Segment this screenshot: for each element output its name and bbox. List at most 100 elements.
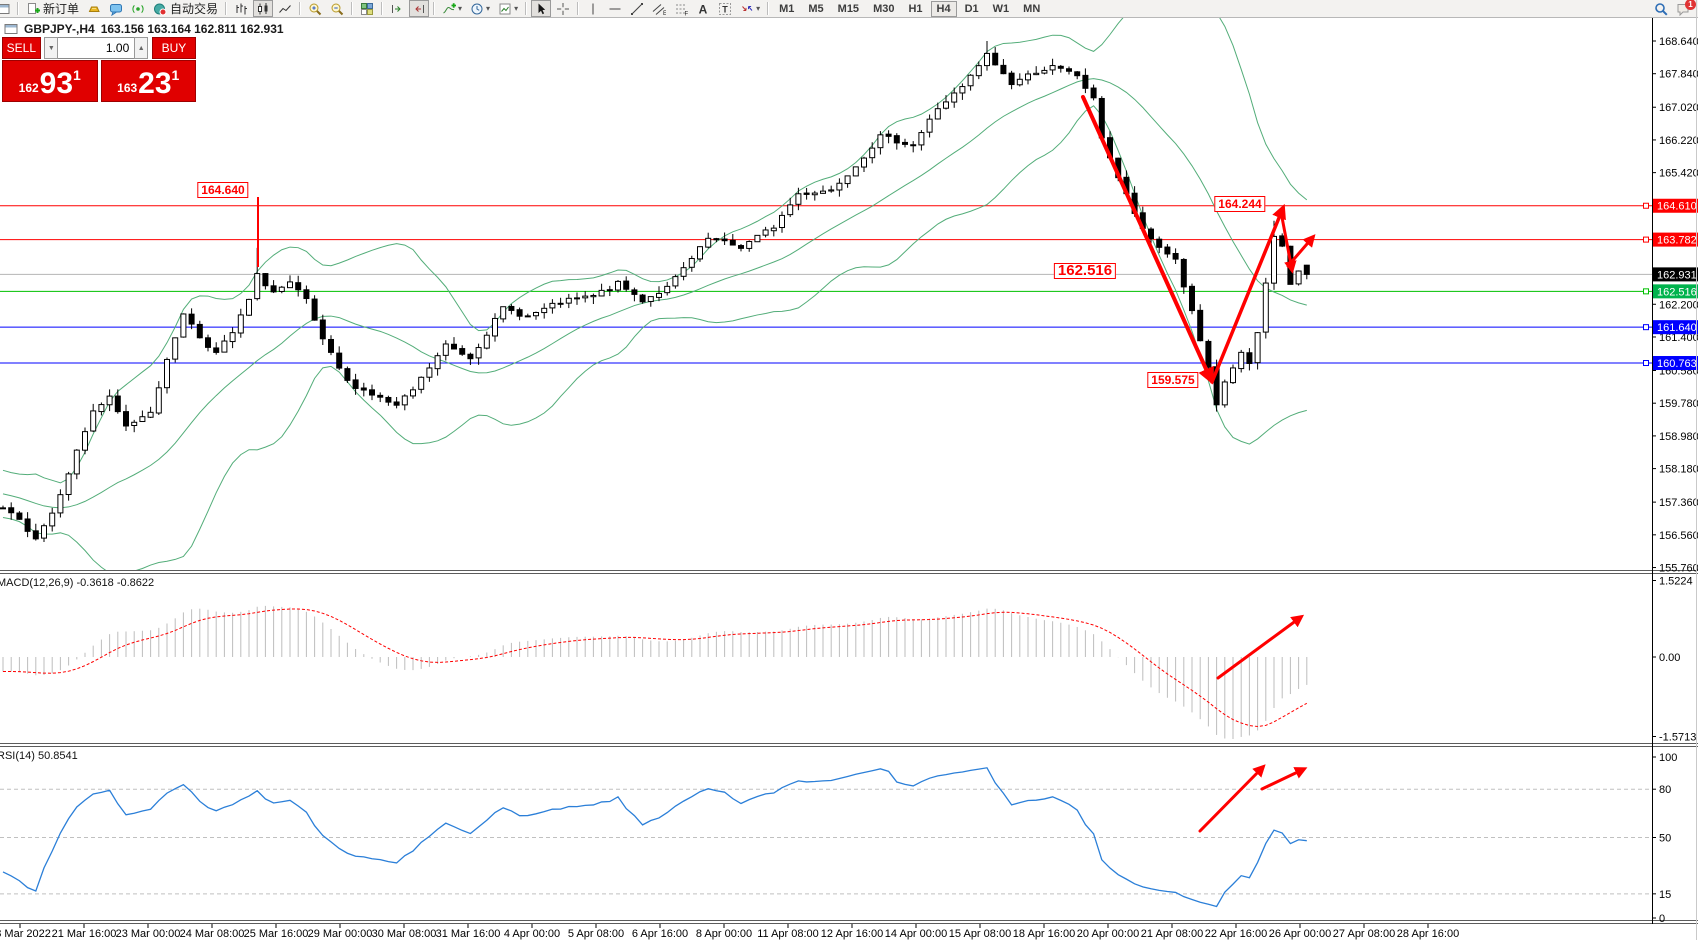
rsi-value: 50.8541: [37, 750, 78, 762]
time-axis-label: 23 Mar 00:00: [116, 928, 181, 940]
svg-text:T: T: [722, 4, 728, 14]
timeframe-button-h1[interactable]: H1: [908, 2, 923, 15]
periods-button[interactable]: ▾: [467, 0, 493, 17]
text-button[interactable]: A: [693, 0, 713, 17]
time-axis-label: 5 Apr 08:00: [568, 928, 624, 940]
volume-increase-button[interactable]: ▲: [134, 37, 149, 59]
candle: [1033, 72, 1040, 76]
autotrading-button[interactable]: 自动交易: [150, 0, 221, 17]
svg-text:156.560: 156.560: [1659, 530, 1698, 542]
candle: [1172, 253, 1179, 260]
trend-arrow[interactable]: [1279, 210, 1297, 274]
volume-decrease-button[interactable]: ▼: [44, 37, 59, 59]
candle: [41, 525, 47, 539]
candle: [385, 396, 392, 403]
trend-arrow[interactable]: [1210, 203, 1286, 384]
equidistant-channel-button[interactable]: E: [649, 0, 669, 17]
timeframe-button-m1[interactable]: M1: [779, 2, 795, 15]
time-axis-label: 25 Mar 16:00: [244, 928, 309, 940]
chart-window-icon[interactable]: [0, 0, 13, 17]
trend-arrow[interactable]: [1198, 764, 1266, 833]
svg-text:100: 100: [1659, 752, 1677, 764]
support-chat-icon[interactable]: [106, 0, 126, 17]
svg-text:A: A: [699, 2, 708, 16]
svg-text:155.760: 155.760: [1659, 563, 1698, 575]
zoom-out-button[interactable]: [327, 0, 347, 17]
candle: [787, 204, 794, 216]
trend-arrow[interactable]: [1081, 95, 1214, 385]
chart-shift-button[interactable]: [409, 0, 430, 17]
timeframe-button-h4[interactable]: H4: [930, 0, 957, 17]
timeframe-button-d1[interactable]: D1: [964, 2, 979, 15]
cursor-button[interactable]: [531, 0, 552, 17]
rsi-label: RSI(14) 50.8541: [0, 750, 78, 762]
templates-button[interactable]: ▾: [495, 0, 521, 17]
buy-price-button[interactable]: 163 23 1: [100, 60, 196, 102]
new-order-button[interactable]: 新订单: [23, 0, 82, 17]
fibonacci-button[interactable]: F: [671, 0, 691, 17]
line-chart-button[interactable]: [275, 0, 295, 17]
timeframe-button-m30[interactable]: M30: [873, 2, 895, 15]
auto-scroll-button[interactable]: [387, 0, 407, 17]
tile-windows-button[interactable]: [357, 0, 377, 17]
search-button[interactable]: [1654, 2, 1668, 16]
time-axis[interactable]: [0, 924, 1698, 940]
candle: [295, 282, 302, 291]
indicators-button[interactable]: ▾: [439, 0, 465, 17]
vertical-line-button[interactable]: [583, 0, 603, 17]
zoom-in-button[interactable]: [305, 0, 325, 17]
candle: [606, 289, 613, 292]
crosshair-button[interactable]: [553, 0, 573, 17]
timeframe-button-m5[interactable]: M5: [808, 2, 824, 15]
candle: [434, 355, 441, 370]
price-annotation-label[interactable]: 162.516: [1053, 263, 1117, 279]
arrows-button[interactable]: ▾: [737, 0, 763, 17]
chart-title: GBPJPY-,H4 163.156 163.164 162.811 162.9…: [4, 22, 284, 36]
price-axis[interactable]: [1652, 18, 1698, 924]
candle: [738, 245, 744, 249]
macd-pane[interactable]: [0, 574, 1652, 743]
rsi-pane[interactable]: [0, 747, 1652, 920]
candle: [196, 323, 203, 339]
bar-chart-button[interactable]: [231, 0, 251, 17]
price-annotation-label[interactable]: 164.640: [197, 182, 249, 198]
timeframe-button-m15[interactable]: M15: [837, 2, 860, 15]
candle: [524, 315, 531, 318]
timeframe-toolbar: M1 M5 M15 M30 H1 H4 D1 W1 MN: [772, 0, 1047, 17]
candlestick-chart-button[interactable]: [253, 0, 274, 17]
trend-arrow[interactable]: [1216, 614, 1305, 680]
buy-price-pips: 23: [138, 67, 172, 100]
candle: [49, 512, 56, 527]
buy-button[interactable]: BUY: [151, 37, 197, 59]
text-label-button[interactable]: T: [715, 0, 735, 17]
candle: [8, 507, 15, 514]
trendline-button[interactable]: [627, 0, 647, 17]
sell-price-button[interactable]: 162 93 1: [2, 60, 98, 102]
candle: [303, 289, 310, 300]
candle: [943, 101, 949, 109]
time-axis-label: 14 Apr 00:00: [885, 928, 947, 940]
price-annotation-label[interactable]: 159.575: [1147, 372, 1199, 388]
signals-icon[interactable]: [128, 0, 148, 17]
toolbar-separator: [225, 2, 228, 15]
horizontal-line-button[interactable]: [605, 0, 625, 17]
trend-arrow[interactable]: [1260, 767, 1308, 791]
volume-input[interactable]: [58, 37, 135, 59]
timeframe-button-w1[interactable]: W1: [992, 2, 1010, 15]
candle: [1025, 73, 1031, 81]
chart-symbol-icon: [4, 22, 18, 36]
candle: [705, 237, 712, 248]
svg-text:50: 50: [1659, 833, 1671, 845]
candle: [713, 238, 720, 241]
svg-text:F: F: [685, 11, 689, 16]
trend-arrow[interactable]: [1286, 234, 1316, 268]
price-annotation-label[interactable]: 164.244: [1214, 196, 1266, 212]
candle: [967, 74, 974, 87]
main-chart-pane[interactable]: [0, 18, 1652, 570]
sell-button[interactable]: SELL: [2, 37, 41, 59]
candle: [951, 92, 958, 103]
gold-ingot-icon[interactable]: [84, 0, 104, 17]
timeframe-button-mn[interactable]: MN: [1023, 2, 1041, 15]
notifications-button[interactable]: 1: [1676, 0, 1696, 16]
